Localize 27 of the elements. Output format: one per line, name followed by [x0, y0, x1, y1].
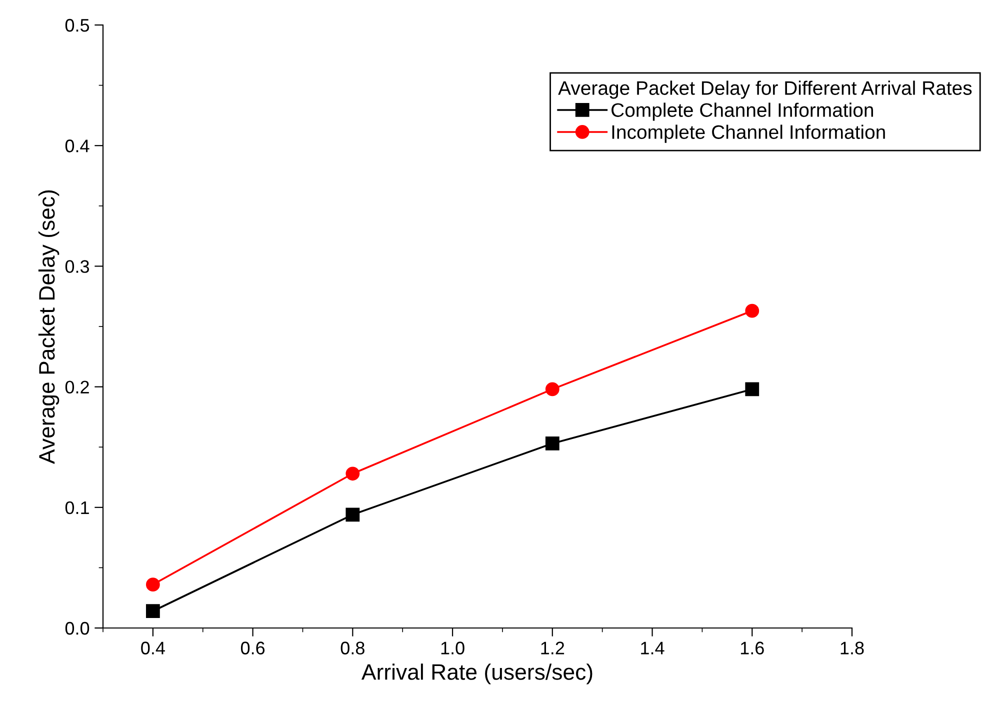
- point: [545, 436, 560, 450]
- point: [346, 508, 360, 522]
- y-tick-label: 0.4: [65, 140, 90, 152]
- legend-label: Incomplete Channel Information: [612, 124, 885, 143]
- point: [745, 382, 760, 396]
- x-tick-label: 1.2: [541, 642, 564, 654]
- x-tick-label: 0.8: [340, 642, 364, 654]
- legend-title: Average Packet Delay for Different Arrival Rates: [558, 80, 972, 99]
- x-tick-label: 1.4: [641, 642, 664, 654]
- legend-label: Complete Channel Information: [612, 102, 874, 121]
- point: [146, 578, 160, 592]
- x-tick-label: 0.6: [240, 642, 265, 654]
- y-tick-label: 0.5: [65, 18, 90, 32]
- x-tick-label: 0.4: [141, 642, 165, 654]
- y-tick-label: 0.2: [65, 380, 89, 394]
- y-tick-label: 0.3: [65, 260, 90, 273]
- x-tick-label: 1.0: [441, 642, 464, 654]
- point: [146, 604, 160, 618]
- x-tick-label: 1.8: [840, 642, 864, 654]
- y-tick-label: 0.0: [65, 622, 90, 635]
- point: [346, 466, 360, 481]
- y-tick-label: 0.1: [65, 501, 89, 514]
- point: [545, 382, 560, 396]
- x-tick-label: 1.6: [740, 642, 764, 654]
- y-axis-title: Average Packet Delay (sec): [38, 190, 60, 464]
- x-axis-title: Arrival Rate (users/sec): [361, 664, 592, 684]
- point: [745, 304, 760, 318]
